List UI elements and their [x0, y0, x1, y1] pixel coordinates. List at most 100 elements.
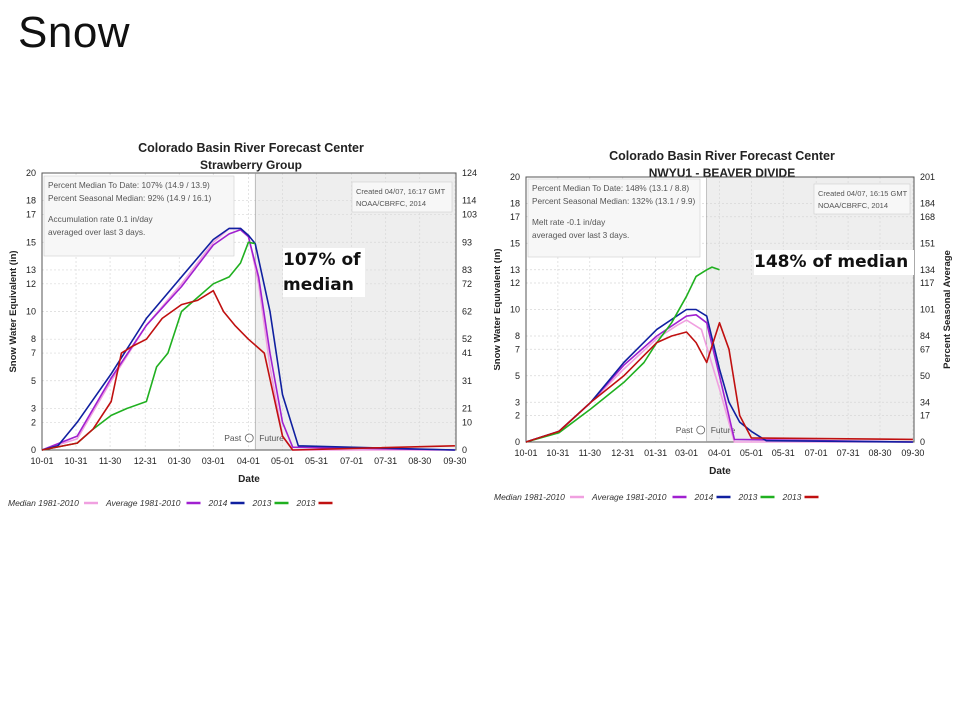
y2-tick-label: 124: [462, 168, 477, 178]
clock-icon: [244, 433, 254, 443]
y2-tick-label: 67: [920, 344, 930, 354]
x-tick-label: 09-30: [443, 456, 466, 466]
x-tick-label: 11-30: [99, 456, 121, 466]
y2-tick-label: 103: [462, 210, 477, 220]
y-tick-label: 17: [510, 212, 520, 222]
y-tick-label: 13: [26, 265, 36, 275]
info-text: Percent Median To Date: 107% (14.9 / 13.…: [48, 180, 210, 190]
legend-label: 2013: [782, 492, 802, 502]
x-tick-label: 03-01: [675, 448, 698, 458]
x-tick-label: 07-01: [805, 448, 828, 458]
y-tick-label: 18: [26, 196, 36, 206]
series-line-3: [525, 266, 720, 443]
info-text: Percent Median To Date: 148% (13.1 / 8.8…: [532, 183, 689, 193]
info-text: Melt rate -0.1 in/day: [532, 217, 606, 227]
legend-label: 2013: [296, 498, 316, 508]
series-line-4: [41, 289, 455, 451]
info-box: [527, 178, 701, 258]
y2-tick-label: 201: [920, 172, 935, 182]
y2-tick-label: 34: [920, 397, 930, 407]
y2-tick-label: 41: [462, 348, 472, 358]
x-tick-label: 07-01: [340, 456, 363, 466]
y2-tick-label: 17: [920, 411, 930, 421]
info-text: Percent Seasonal Median: 132% (13.1 / 9.…: [532, 196, 696, 206]
y-tick-label: 5: [515, 371, 520, 381]
x-tick-label: 12-31: [611, 448, 634, 458]
created-text: NOAA/CBRFC, 2014: [356, 199, 426, 208]
legend-label: 2014: [694, 492, 714, 502]
info-text: averaged over last 3 days.: [48, 227, 145, 237]
y2-tick-label: 83: [462, 265, 472, 275]
future-label: Future: [259, 433, 284, 443]
info-text: Percent Seasonal Median: 92% (14.9 / 16.…: [48, 193, 212, 203]
x-tick-label: 08-30: [868, 448, 891, 458]
x-tick-label: 03-01: [202, 456, 225, 466]
x-tick-label: 11-30: [579, 448, 601, 458]
series-line-1: [41, 229, 455, 451]
info-text: averaged over last 3 days.: [532, 230, 629, 240]
callout-left-percent: 107% of median: [283, 248, 365, 298]
chart-panel-strawberry: Colorado Basin River Forecast Center Stra…: [6, 132, 486, 512]
y-axis-label: Snow Water Equivalent (in): [8, 250, 19, 372]
legend-label: Average 1981-2010: [591, 492, 667, 502]
y2-tick-label: 101: [920, 305, 935, 315]
y2-tick-label: 21: [462, 403, 472, 413]
series-line-2: [41, 227, 455, 451]
y-tick-label: 15: [510, 238, 520, 248]
series-line-2: [525, 308, 913, 443]
y-tick-label: 2: [31, 417, 36, 427]
y2-tick-label: 168: [920, 212, 935, 222]
info-text: Accumulation rate 0.1 in/day: [48, 214, 154, 224]
info-box: [43, 175, 235, 257]
y2-tick-label: 10: [462, 417, 472, 427]
y-tick-label: 8: [515, 331, 520, 341]
x-tick-label: 01-31: [644, 448, 667, 458]
x-tick-label: 05-01: [271, 456, 294, 466]
created-text: Created 04/07, 16:17 GMT: [356, 187, 446, 196]
y-tick-label: 10: [26, 307, 36, 317]
x-tick-label: 05-31: [305, 456, 328, 466]
legend-label: 2013: [738, 492, 758, 502]
past-label: Past: [676, 425, 694, 435]
legend-label: Average 1981-2010: [105, 498, 181, 508]
chart-strawberry: Colorado Basin River Forecast Center Stra…: [8, 141, 477, 508]
y2-tick-label: 93: [462, 237, 472, 247]
chart-subtitle: Strawberry Group: [200, 158, 302, 172]
y2-tick-label: 0: [920, 437, 925, 447]
chart-title: Colorado Basin River Forecast Center: [609, 149, 835, 163]
y2-tick-label: 50: [920, 371, 930, 381]
y-tick-label: 0: [31, 445, 36, 455]
y-tick-label: 7: [31, 348, 36, 358]
y-tick-label: 20: [26, 168, 36, 178]
plot-frame: [41, 172, 457, 451]
y-tick-label: 10: [510, 305, 520, 315]
y2-axis-label: Percent Seasonal Average: [942, 250, 953, 369]
y-tick-label: 8: [31, 334, 36, 344]
legend-label: 2014: [208, 498, 228, 508]
past-label: Past: [224, 433, 242, 443]
y-axis-label: Snow Water Equivalent (in): [494, 248, 503, 370]
x-tick-label: 10-01: [514, 448, 537, 458]
y2-tick-label: 0: [462, 445, 467, 455]
y-tick-label: 12: [26, 279, 36, 289]
x-tick-label: 04-01: [708, 448, 731, 458]
y2-tick-label: 62: [462, 307, 472, 317]
x-tick-label: 12-31: [134, 456, 157, 466]
y2-tick-label: 72: [462, 279, 472, 289]
legend-label: Median 1981-2010: [494, 492, 565, 502]
y-tick-label: 15: [26, 237, 36, 247]
y2-tick-label: 31: [462, 376, 472, 386]
y-tick-label: 13: [510, 265, 520, 275]
series-line-4: [525, 322, 913, 443]
x-tick-label: 07-31: [837, 448, 860, 458]
chart-beaver-divide: Colorado Basin River Forecast CenterNWYU…: [492, 149, 953, 502]
created-text: Created 04/07, 16:15 GMT: [818, 189, 908, 198]
y-tick-label: 2: [515, 411, 520, 421]
y-tick-label: 12: [510, 278, 520, 288]
future-label: Future: [711, 425, 736, 435]
x-axis-label: Date: [238, 474, 260, 485]
clock-icon: [696, 425, 706, 435]
plot-frame: [525, 176, 915, 443]
x-tick-label: 08-30: [408, 456, 431, 466]
y-tick-label: 20: [510, 172, 520, 182]
